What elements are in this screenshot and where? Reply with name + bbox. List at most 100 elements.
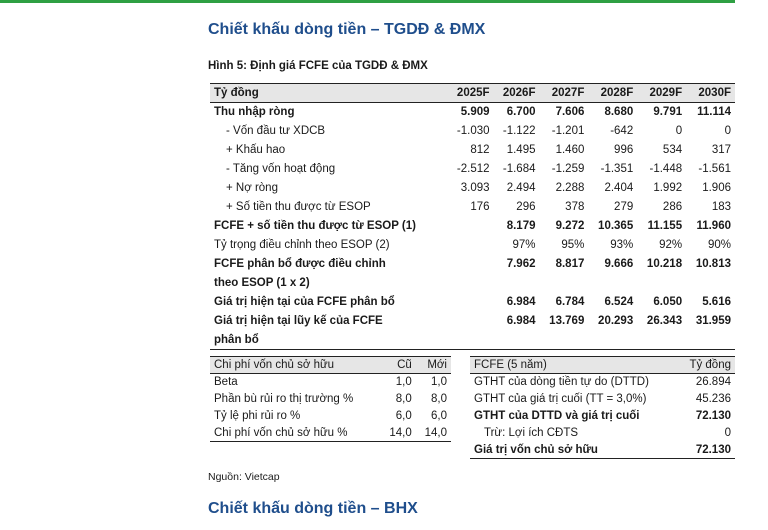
row-label: Giá trị hiện tại của FCFE phân bổ (214, 296, 395, 308)
table-row: Tỷ lệ phi rủi ro % 6,0 6,0 (210, 408, 451, 425)
row-label: phân bổ (214, 333, 259, 346)
cell-value: 296 (516, 201, 536, 213)
row-label: - Vốn đầu tư XDCB (226, 125, 326, 137)
cell-value: 183 (711, 201, 731, 213)
table-row: phân bổ (210, 331, 735, 350)
cell-value (686, 274, 735, 293)
cell-value: 2.404 (604, 182, 634, 194)
section-heading-bhx: Chiết khấu dòng tiền – BHX (208, 500, 418, 517)
cell-value: 6.784 (555, 296, 585, 308)
cell-value: 26.343 (646, 315, 683, 327)
cell-value: -1.448 (649, 163, 683, 175)
table-row: Phần bù rủi ro thị trường % 8,0 8,0 (210, 391, 451, 408)
cell-value: 14,0 (389, 426, 412, 439)
cell-value: -642 (610, 125, 634, 137)
row-label: + Khấu hao (226, 144, 286, 156)
cell-value: 26.894 (695, 376, 731, 389)
table-row: FCFE phân bổ được điều chỉnh 7.962 8.817… (210, 255, 735, 274)
table-row: Beta 1,0 1,0 (210, 374, 451, 391)
cell-value: 10.813 (695, 258, 731, 270)
table-row: GTHT của giá trị cuối (TT = 3,0%) 45.236 (470, 391, 735, 408)
header-cell: Cũ (397, 359, 412, 371)
table-header-row: Chi phí vốn chủ sở hữu Cũ Mới (210, 356, 451, 374)
cell-value: 5.616 (702, 296, 731, 308)
row-label: theo ESOP (1 x 2) (214, 277, 310, 289)
table-row: theo ESOP (1 x 2) (210, 274, 735, 293)
figure-caption: Hình 5: Định giá FCFE của TGDĐ & ĐMX (208, 60, 428, 72)
cell-value: 10.365 (598, 220, 634, 232)
header-cell: 2029F (649, 87, 683, 99)
table-row: GTHT của dòng tiền tự do (DTTD) 26.894 (470, 374, 735, 391)
cell-value: 11.114 (697, 106, 731, 119)
cell-value: 95% (561, 239, 585, 251)
row-label: - Tăng vốn hoạt động (226, 163, 336, 175)
cell-value (588, 331, 637, 350)
table-row: Giá trị hiện tại lũy kế của FCFE 6.984 1… (210, 312, 735, 331)
header-cell: 2030F (698, 87, 731, 99)
cell-value: 7.962 (506, 258, 536, 270)
cell-value: 8,0 (395, 393, 412, 405)
cell-value: 6.524 (604, 296, 634, 308)
cell-value (448, 312, 494, 331)
row-label: Giá trị hiện tại lũy kế của FCFE (214, 315, 383, 327)
table-row: + Khấu hao 812 1.495 1.460 996 534 317 (210, 141, 735, 160)
cell-value: 0 (724, 427, 731, 439)
cell-value: 8,0 (431, 393, 447, 405)
cell-value: 92% (659, 239, 683, 251)
cell-value: 9.791 (653, 106, 683, 119)
cell-value: 45.236 (695, 393, 731, 405)
header-cell: 2027F (551, 87, 585, 99)
cell-value: -1.561 (698, 163, 731, 175)
table-row: + Số tiền thu được từ ESOP 176 296 378 2… (210, 198, 735, 217)
cell-value: -1.684 (502, 163, 536, 175)
row-label: Trừ: Lợi ích CĐTS (484, 427, 579, 439)
cell-value: 13.769 (549, 315, 585, 327)
table-header-row: Tỷ đồng 2025F 2026F 2027F 2028F 2029F 20… (210, 83, 735, 103)
table-row: Chi phí vốn chủ sở hữu % 14,0 14,0 (210, 425, 451, 442)
cost-of-equity-table: Chi phí vốn chủ sở hữu Cũ Mới Beta 1,0 1… (210, 356, 451, 442)
table-row: + Nợ ròng 3.093 2.494 2.288 2.404 1.992 … (210, 179, 735, 198)
cell-value (448, 236, 494, 255)
row-label: GTHT của giá trị cuối (TT = 3,0%) (474, 393, 647, 405)
source-note: Nguồn: Vietcap (208, 471, 280, 483)
cell-value (448, 217, 494, 236)
cell-value: -1.351 (600, 163, 634, 175)
table-row: Giá trị hiện tại của FCFE phân bổ 6.984 … (210, 293, 735, 312)
cell-value (539, 331, 588, 350)
cell-value: 8.817 (555, 258, 585, 270)
cell-value: 812 (470, 144, 490, 156)
header-cell: 2026F (502, 87, 536, 99)
cell-value (448, 255, 494, 274)
table-row: - Tăng vốn hoạt động -2.512 -1.684 -1.25… (210, 160, 735, 179)
cell-value: 286 (662, 201, 683, 213)
table-row: FCFE + số tiền thu được từ ESOP (1) 8.17… (210, 217, 735, 236)
table-row: GTHT của DTTD và giá trị cuối 72.130 (470, 408, 735, 425)
header-cell: FCFE (5 năm) (474, 359, 547, 371)
cell-value: 1.992 (653, 182, 683, 194)
cell-value: 6.984 (506, 315, 536, 327)
cell-value: 14,0 (424, 426, 447, 439)
header-cell: 2025F (456, 87, 490, 99)
table-row: Giá trị vốn chủ sở hữu 72.130 (470, 442, 735, 459)
cell-value: -1.030 (456, 125, 490, 137)
cell-value: 317 (711, 144, 731, 156)
cell-value: 93% (610, 239, 634, 251)
cell-value: 5.909 (460, 106, 490, 119)
cell-value (448, 274, 494, 293)
cell-value: 6,0 (395, 410, 412, 422)
row-label: Phần bù rủi ro thị trường % (214, 393, 354, 405)
cell-value (637, 331, 686, 350)
row-label: Tỷ trọng điều chỉnh theo ESOP (2) (214, 239, 390, 251)
cell-value (588, 274, 637, 293)
section-heading-tgdd: Chiết khấu dòng tiền – TGDĐ & ĐMX (208, 21, 486, 38)
cell-value: 279 (614, 201, 634, 213)
cell-value: 20.293 (598, 315, 634, 327)
row-label: GTHT của DTTD và giá trị cuối (474, 410, 640, 422)
cell-value: 11.960 (696, 220, 731, 232)
cell-value: -1.122 (502, 125, 536, 137)
cell-value: 0 (675, 125, 683, 137)
row-label: + Nợ ròng (226, 182, 278, 194)
cell-value: 1.460 (555, 144, 585, 156)
cell-value: 7.606 (555, 106, 585, 119)
cell-value: 996 (614, 144, 634, 156)
